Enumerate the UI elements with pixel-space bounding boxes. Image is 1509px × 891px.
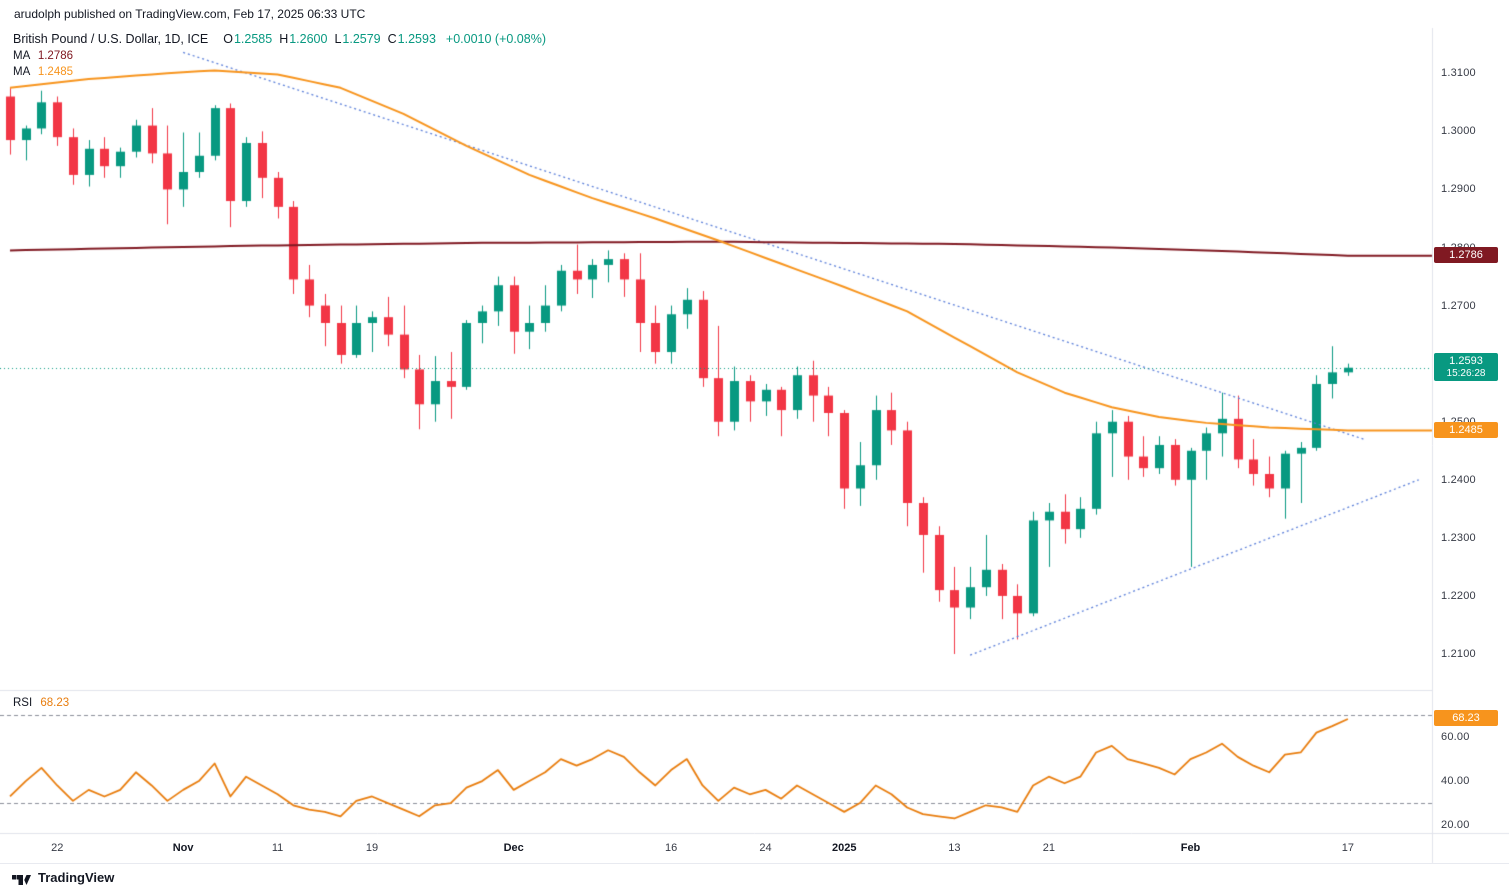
axis-price-label: 1.3000 xyxy=(1441,125,1476,138)
ma-50-label: MA xyxy=(13,66,30,78)
ohlc-field-label: H xyxy=(279,32,289,46)
tradingview-brand-text: TradingView xyxy=(38,870,115,885)
axis-price-label: 1.2900 xyxy=(1441,183,1476,196)
ma-200-price-badge: 1.2786 xyxy=(1434,247,1498,264)
axis-price-label: 1.2400 xyxy=(1441,473,1476,486)
axis-time-label: 11 xyxy=(271,842,284,854)
bar-close-countdown: 15:26:28 xyxy=(1446,367,1486,379)
axis-time-label: 24 xyxy=(759,842,772,854)
ohlc-field-value: 1.2579 xyxy=(342,32,381,46)
axis-time-label: 21 xyxy=(1042,842,1055,854)
axis-price-label: 1.3100 xyxy=(1441,67,1476,80)
axis-price-label: 20.00 xyxy=(1441,819,1470,832)
ma-50-price-badge: 1.2485 xyxy=(1434,421,1498,438)
axis-price-label: 1.2700 xyxy=(1441,299,1476,312)
tradingview-brand-link[interactable]: TradingView xyxy=(12,870,114,885)
ma-50-value: 1.2485 xyxy=(37,66,74,78)
ohlc-field-label: L xyxy=(334,32,342,46)
axis-time-label: Feb xyxy=(1180,842,1201,854)
axis-time-label: 19 xyxy=(365,842,379,854)
ohlc-field-label: C xyxy=(387,32,397,46)
tradingview-logo-icon xyxy=(12,870,31,885)
last-price-badge: 1.2593 15:26:28 xyxy=(1434,352,1498,381)
ma-50-indicator-legend[interactable]: MA 1.2485 xyxy=(13,66,546,79)
ohlc-field-value: 1.2593 xyxy=(397,32,436,46)
footer-bar: TradingView xyxy=(0,863,1509,891)
symbol-ohlc-row: British Pound / U.S. Dollar, 1D, ICE O1.… xyxy=(13,33,546,46)
symbol-title[interactable]: British Pound / U.S. Dollar, 1D, ICE xyxy=(13,32,209,46)
axis-time-label: 22 xyxy=(51,842,64,854)
ohlc-field-value: 1.2600 xyxy=(289,32,328,46)
axis-time-label: Nov xyxy=(172,842,194,854)
rsi-indicator-legend[interactable]: RSI 68.23 xyxy=(13,697,69,709)
ma-200-indicator-legend[interactable]: MA 1.2786 xyxy=(13,49,546,63)
symbol-legend: British Pound / U.S. Dollar, 1D, ICE O1.… xyxy=(13,33,546,79)
axis-time-label: 17 xyxy=(1341,842,1355,854)
ohlc-field-value: 1.2585 xyxy=(233,32,273,46)
ohlc-values: O1.2585 H1.2600 L1.2579 C1.2593 xyxy=(216,33,436,46)
ma-200-label: MA xyxy=(13,49,30,62)
axis-price-label: 1.2200 xyxy=(1441,589,1476,602)
axis-price-label: 40.00 xyxy=(1441,775,1470,788)
rsi-value-badge: 68.23 xyxy=(1434,710,1498,727)
axis-price-label: 60.00 xyxy=(1441,731,1470,744)
rsi-value: 68.23 xyxy=(40,697,70,709)
axis-time-label: 2025 xyxy=(831,842,857,854)
ohlc-field-label: O xyxy=(223,32,233,46)
rsi-label: RSI xyxy=(13,697,33,709)
axis-price-label: 1.2100 xyxy=(1441,647,1476,660)
time-scale-axis[interactable]: 22 Nov 11 19 Dec 16 24 2025 13 21 Feb 17 xyxy=(0,833,1432,863)
ma-200-value: 1.2786 xyxy=(37,49,74,62)
axis-price-label: 1.2300 xyxy=(1441,531,1476,544)
axis-time-label: 16 xyxy=(664,842,678,854)
axis-time-label: 13 xyxy=(948,842,961,854)
axis-time-label: Dec xyxy=(503,842,524,854)
price-scale-axis[interactable]: 1.31001.30001.29001.28001.27001.25001.24… xyxy=(1432,28,1509,863)
change-value: +0.0010 (+0.08%) xyxy=(445,32,546,46)
